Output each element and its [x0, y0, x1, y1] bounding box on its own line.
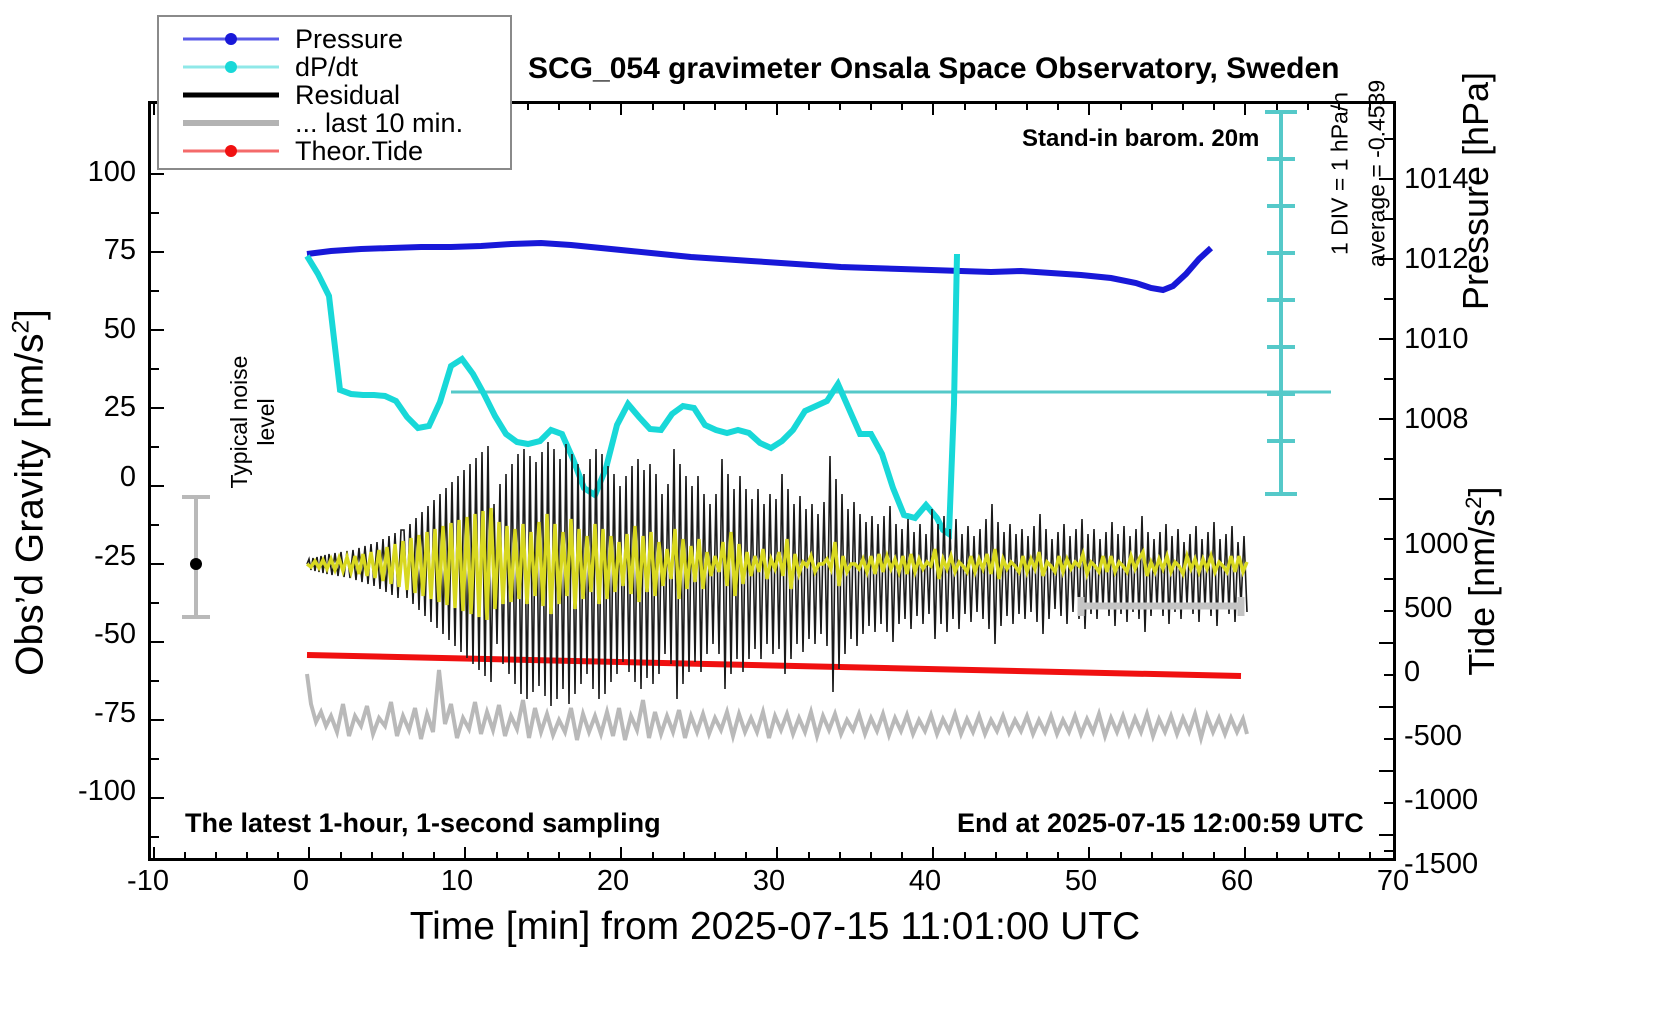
series-residual-yellow [305, 507, 1249, 621]
x-tick-0: -10 [127, 865, 169, 897]
legend-marker-theor-tide [225, 145, 237, 157]
y-tick-left-5: -25 [94, 540, 136, 572]
plot-area [148, 101, 1396, 861]
y-tick-tide-3: -500 [1404, 720, 1463, 752]
legend-swatch-pressure [183, 28, 279, 50]
series-last-10-min [305, 669, 1249, 746]
right-axis-ticks [1379, 138, 1393, 852]
x-tick-1: 0 [292, 865, 310, 897]
legend-marker-dpdt [225, 61, 237, 73]
series-pressure [306, 239, 1214, 294]
x-tick-2: 10 [440, 865, 474, 897]
y-tick-pressure-0: 1014 [1404, 163, 1469, 195]
legend-item-theor-tide[interactable]: Theor.Tide [159, 135, 510, 166]
legend-label-theor-tide: Theor.Tide [295, 135, 424, 166]
x-tick-6: 50 [1064, 865, 1098, 897]
x-tick-8: 70 [1376, 865, 1410, 897]
y-tick-left-4: 0 [119, 461, 136, 493]
bottom-axis-ticks [153, 847, 1371, 858]
annotation-standin-barom: Stand-in barom. 20m [1022, 125, 1260, 152]
x-tick-5: 40 [908, 865, 942, 897]
y-tick-left-2: 50 [103, 313, 136, 345]
y-tick-left-1: 75 [103, 234, 136, 266]
x-axis-title: Time [min] from 2025-07-15 11:01:00 UTC [409, 905, 1141, 948]
x-tick-4: 30 [752, 865, 786, 897]
y-tick-left-6: -50 [94, 618, 136, 650]
y-tick-pressure-3: 1008 [1404, 403, 1469, 435]
dpdt-scale-axis [1265, 110, 1297, 496]
annotation-footer-right: End at 2025-07-15 12:00:59 UTC [957, 808, 1364, 838]
y-tick-left-3: 25 [103, 391, 136, 423]
typical-noise-level-marker [182, 495, 210, 619]
legend-label-last-10-min: ... last 10 min. [295, 107, 464, 138]
legend-swatch-dpdt [183, 56, 279, 78]
y-tick-left-0: 100 [87, 156, 136, 188]
annotation-noise-level: Typical noise level [226, 355, 279, 489]
legend-item-residual[interactable]: Residual [159, 79, 510, 110]
legend-marker-pressure [225, 33, 237, 45]
legend-swatch-last-10-min [183, 112, 279, 134]
legend: Pressure dP/dt Residual ... last 10 min. [157, 15, 512, 170]
y-tick-left-7: -75 [94, 697, 136, 729]
legend-item-last-10-min[interactable]: ... last 10 min. [159, 107, 510, 138]
y-tick-tide-1: 500 [1404, 592, 1453, 624]
annotation-average: average = -0.4539 [1363, 79, 1390, 268]
y-tick-pressure-1: 1012 [1404, 243, 1469, 275]
y-tick-left-8: -100 [77, 775, 136, 807]
y-tick-tide-5: -1500 [1404, 848, 1479, 880]
legend-line-residual [183, 92, 279, 98]
legend-label-dpdt: dP/dt [295, 51, 359, 82]
legend-swatch-theor-tide [183, 140, 279, 162]
legend-item-dpdt[interactable]: dP/dt [159, 51, 510, 82]
legend-label-residual: Residual [295, 79, 401, 110]
legend-item-pressure[interactable]: Pressure [159, 23, 510, 54]
last10min-scale-bar [1077, 597, 1245, 616]
y-tick-pressure-2: 1010 [1404, 323, 1469, 355]
y-tick-tide-2: 0 [1404, 656, 1421, 688]
left-axis-ticks [151, 173, 164, 838]
y-tick-tide-4: -1000 [1404, 784, 1479, 816]
legend-swatch-residual [183, 84, 279, 106]
x-tick-7: 60 [1220, 865, 1254, 897]
series-dpdt [304, 253, 960, 540]
legend-label-pressure: Pressure [295, 23, 404, 54]
chart-title: SCG_054 gravimeter Onsala Space Observat… [528, 52, 1340, 85]
legend-line-last-10-min [183, 120, 279, 126]
annotation-footer-left: The latest 1-hour, 1-second sampling [185, 808, 661, 838]
plot-svg [151, 104, 1393, 858]
y-tick-tide-0: 1000 [1404, 528, 1469, 560]
series-theor-tide [306, 652, 1242, 679]
series-residual [306, 441, 1248, 707]
x-tick-3: 20 [596, 865, 630, 897]
